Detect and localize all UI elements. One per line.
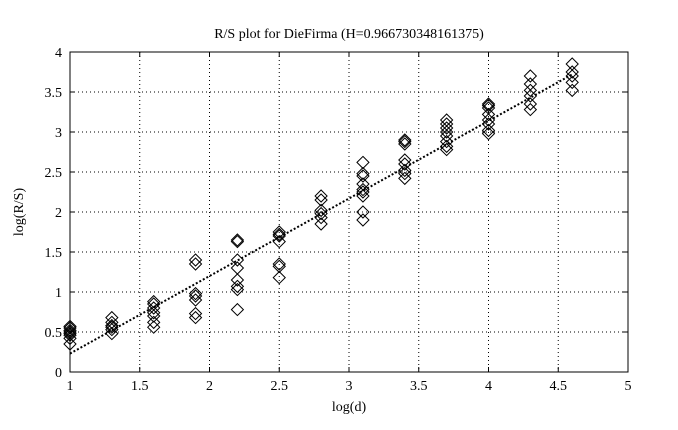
data-point-diamond xyxy=(523,102,538,117)
data-point-diamond xyxy=(230,253,245,267)
data-point-diamond xyxy=(272,225,286,239)
data-point-diamond xyxy=(146,309,161,323)
data-point-diamond xyxy=(272,234,286,249)
data-point-diamond xyxy=(188,257,203,271)
data-point-diamond xyxy=(523,97,538,111)
x-tick-label: 2 xyxy=(206,379,213,394)
data-point-diamond xyxy=(565,75,579,90)
data-point-diamond xyxy=(398,133,412,147)
data-point-diamond xyxy=(356,166,370,181)
data-point-diamond xyxy=(230,261,245,275)
data-point-diamond xyxy=(523,69,538,83)
data-point-diamond xyxy=(314,203,328,218)
data-point-diamond xyxy=(565,65,579,79)
x-axis-label: log(d) xyxy=(332,400,367,415)
y-tick-label: 1.5 xyxy=(45,246,63,261)
x-tick-label: 1.5 xyxy=(131,379,149,394)
data-point-diamond xyxy=(481,123,496,138)
fit-line xyxy=(69,73,573,355)
data-point-diamond xyxy=(439,117,454,131)
data-point-diamond xyxy=(230,234,245,249)
chart-title: R/S plot for DieFirma (H=0.9667303481613… xyxy=(214,27,484,42)
y-tick-label: 2 xyxy=(55,206,62,221)
data-point-diamond xyxy=(230,302,245,317)
x-tick-label: 3.5 xyxy=(410,379,428,394)
data-point-diamond xyxy=(523,89,538,103)
data-point-diamond xyxy=(565,57,579,71)
data-point-diamond xyxy=(230,279,245,294)
data-point-diamond xyxy=(105,310,119,325)
data-point-diamond xyxy=(439,134,454,149)
data-point-diamond xyxy=(356,169,370,183)
data-point-diamond xyxy=(356,185,370,199)
data-point-diamond xyxy=(188,306,203,321)
data-point-diamond xyxy=(146,306,161,320)
axis-ticks xyxy=(70,52,628,372)
x-tick-label: 4 xyxy=(485,379,492,394)
x-tick-label: 4.5 xyxy=(550,379,568,394)
data-point-diamond xyxy=(314,189,328,203)
data-point-diamond xyxy=(230,273,245,287)
data-point-diamond xyxy=(188,286,203,301)
x-tick-label: 1 xyxy=(67,379,74,394)
y-axis-label: log(R/S) xyxy=(12,188,27,237)
data-point-diamond xyxy=(230,282,245,297)
data-point-diamond xyxy=(481,97,496,111)
data-point-diamond xyxy=(398,166,412,181)
data-point-diamond xyxy=(146,315,161,330)
data-point-diamond xyxy=(105,318,119,333)
data-point-diamond xyxy=(188,253,203,267)
y-tick-label: 3 xyxy=(55,126,62,141)
data-point-diamond xyxy=(188,289,203,303)
data-point-diamond xyxy=(272,227,286,242)
data-point-diamond xyxy=(356,182,370,197)
data-point-diamond xyxy=(356,213,370,227)
data-point-diamond xyxy=(481,113,496,127)
data-point-diamond xyxy=(481,98,496,113)
data-point-diamond xyxy=(188,310,203,325)
x-tick-label: 5 xyxy=(625,379,632,394)
data-point-diamond xyxy=(356,155,370,170)
data-point-diamond xyxy=(314,217,328,231)
data-point-diamond xyxy=(481,107,496,122)
data-point-diamond xyxy=(272,270,286,285)
fit-line-layer xyxy=(69,73,573,355)
data-point-diamond xyxy=(314,206,328,221)
data-point-diamond xyxy=(439,113,454,127)
data-point-diamond xyxy=(481,126,496,141)
data-point-diamond xyxy=(439,139,454,154)
y-tick-label: 0 xyxy=(55,366,62,381)
data-point-diamond xyxy=(398,153,412,167)
grid xyxy=(70,52,628,372)
y-tick-label: 1 xyxy=(55,286,62,301)
data-point-diamond xyxy=(272,257,286,271)
x-tick-label: 3 xyxy=(346,379,353,394)
y-tick-label: 3.5 xyxy=(45,86,63,101)
y-tick-label: 2.5 xyxy=(45,166,63,181)
data-point-diamond xyxy=(230,233,245,247)
tick-labels: 1 1.5 2 2.5 3 3.5 4 4.5 5 0 0.5 1 1.5 2 2.5 3 3.5 4 xyxy=(45,46,632,394)
data-point-diamond xyxy=(146,320,161,334)
data-point-diamond xyxy=(105,315,119,330)
data-point-diamond xyxy=(146,297,161,311)
data-point-diamond xyxy=(523,83,538,98)
data-point-diamond xyxy=(146,294,161,309)
data-point-diamond xyxy=(398,171,412,186)
data-point-diamond xyxy=(398,163,412,178)
data-points xyxy=(63,57,579,351)
data-point-diamond xyxy=(356,177,370,191)
y-tick-label: 4 xyxy=(55,46,62,61)
y-tick-label: 0.5 xyxy=(45,326,63,341)
data-point-diamond xyxy=(565,83,579,98)
data-point-diamond xyxy=(272,259,286,274)
data-point-diamond xyxy=(439,142,454,157)
x-tick-label: 2.5 xyxy=(271,379,289,394)
data-point-diamond xyxy=(398,134,412,149)
data-point-diamond xyxy=(105,320,119,334)
data-point-diamond xyxy=(523,77,538,91)
data-point-diamond xyxy=(356,205,370,219)
